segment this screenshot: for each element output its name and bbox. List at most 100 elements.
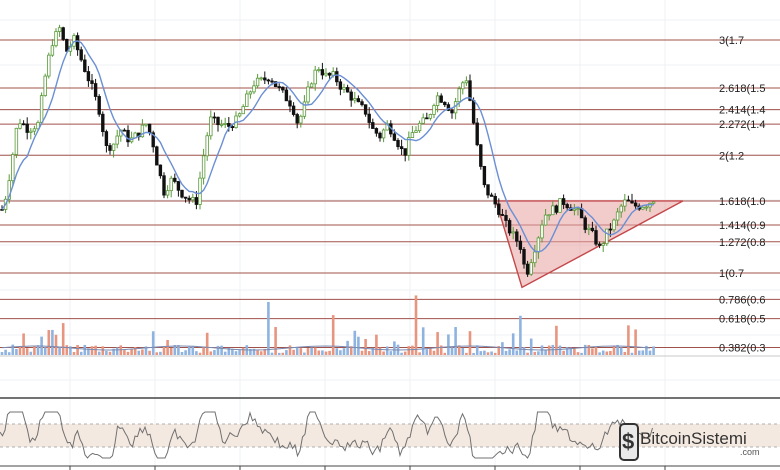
candle-body [18, 123, 22, 129]
volume-bar [29, 351, 33, 355]
volume-bar [216, 345, 220, 355]
volume-bar [277, 352, 281, 355]
candle-body [180, 189, 184, 198]
candle-body [497, 203, 501, 215]
volume-bar [159, 351, 162, 355]
volume-bar [533, 351, 537, 355]
candle-body [65, 38, 69, 52]
candle-body [32, 128, 37, 132]
candle-body [21, 123, 26, 126]
volume-bar [137, 350, 141, 355]
candle-body [468, 80, 472, 101]
candle-body [381, 129, 386, 139]
volume-bar [508, 349, 511, 355]
volume-bar [195, 351, 198, 355]
fib-label: 2.272(1.4 [719, 119, 765, 131]
candle-body [97, 96, 101, 115]
volume-bar [313, 347, 317, 355]
volume-bar [562, 350, 565, 355]
volume-bar [321, 350, 324, 355]
candle-body [155, 146, 159, 166]
candle-body [486, 184, 490, 196]
volume-bar [591, 348, 594, 355]
volume-bar [367, 351, 371, 355]
volume-bar [101, 346, 105, 355]
volume-bar [335, 348, 339, 355]
candle-body [392, 133, 397, 141]
candle-body [309, 83, 314, 88]
volume-bar [173, 344, 177, 355]
candle-body [417, 122, 422, 132]
candle-body [201, 155, 206, 179]
volume-bar [601, 350, 605, 355]
volume-bar [281, 352, 285, 355]
volume-bar [522, 347, 526, 355]
candle-body [126, 129, 130, 143]
volume-bar [220, 345, 223, 355]
volume-bar [306, 348, 310, 355]
candle-body [320, 69, 325, 76]
candle-body [7, 180, 11, 200]
fib-levels: 3(1.7 2.618(1.5 2.414(1.4 2.272(1.4 2(1.2 1.6… [0, 35, 780, 354]
volume-bar [303, 352, 306, 355]
candle-body [615, 211, 620, 221]
volume-bar [429, 348, 432, 355]
candle-body [583, 217, 587, 230]
candle-body [475, 122, 479, 146]
candle-body [144, 123, 148, 126]
candle-body [237, 113, 242, 117]
volume-bar [375, 334, 378, 355]
candle-body [543, 214, 548, 226]
candle-body [374, 128, 379, 134]
candle-body [158, 164, 163, 177]
volume-bar [637, 350, 641, 355]
volume-bar [270, 352, 274, 355]
watermark-suffix: .com [740, 447, 760, 457]
candle-body [500, 214, 505, 216]
volume-bar [259, 351, 263, 355]
triangle-pattern [495, 200, 684, 289]
candle-body [432, 105, 436, 115]
candle-body [54, 31, 58, 47]
volume-bar [0, 352, 4, 355]
volume-bar [317, 350, 321, 355]
volume-bar [385, 346, 389, 355]
candle-body [313, 69, 317, 85]
candle-body [29, 130, 33, 133]
volume-bar [583, 344, 587, 355]
candle-body [111, 143, 116, 151]
volume-bar [468, 331, 472, 355]
candle-body [547, 214, 551, 217]
volume-bar [493, 352, 497, 355]
volume-bar [400, 352, 403, 355]
candle-body [493, 195, 497, 205]
candle-body [61, 27, 65, 40]
volume-bar [274, 327, 277, 355]
volume-bar [342, 348, 346, 355]
candle-body [317, 69, 321, 71]
candle-body [428, 114, 433, 119]
volume-bar [54, 334, 58, 355]
candle-body [525, 263, 530, 275]
volume-bar [83, 344, 87, 355]
volume-bar [36, 345, 40, 355]
candle-body [230, 126, 235, 129]
candle-body [209, 116, 213, 137]
volume-bar [126, 351, 130, 355]
volume-bar [76, 345, 79, 355]
volume-bar [609, 350, 612, 355]
volume-bar [364, 338, 367, 355]
candle-body [75, 35, 80, 51]
candle-body [219, 124, 224, 126]
candle-body [11, 154, 15, 182]
volume-bar [580, 352, 583, 355]
fib-label: 0.382(0.3 [719, 342, 765, 354]
oscillator-line [0, 410, 653, 459]
candle-body [327, 72, 332, 76]
candle-body [57, 27, 62, 32]
volume-bar [475, 345, 479, 355]
candle-body [399, 146, 404, 150]
candle-body [363, 104, 368, 115]
candle-body [90, 80, 94, 84]
